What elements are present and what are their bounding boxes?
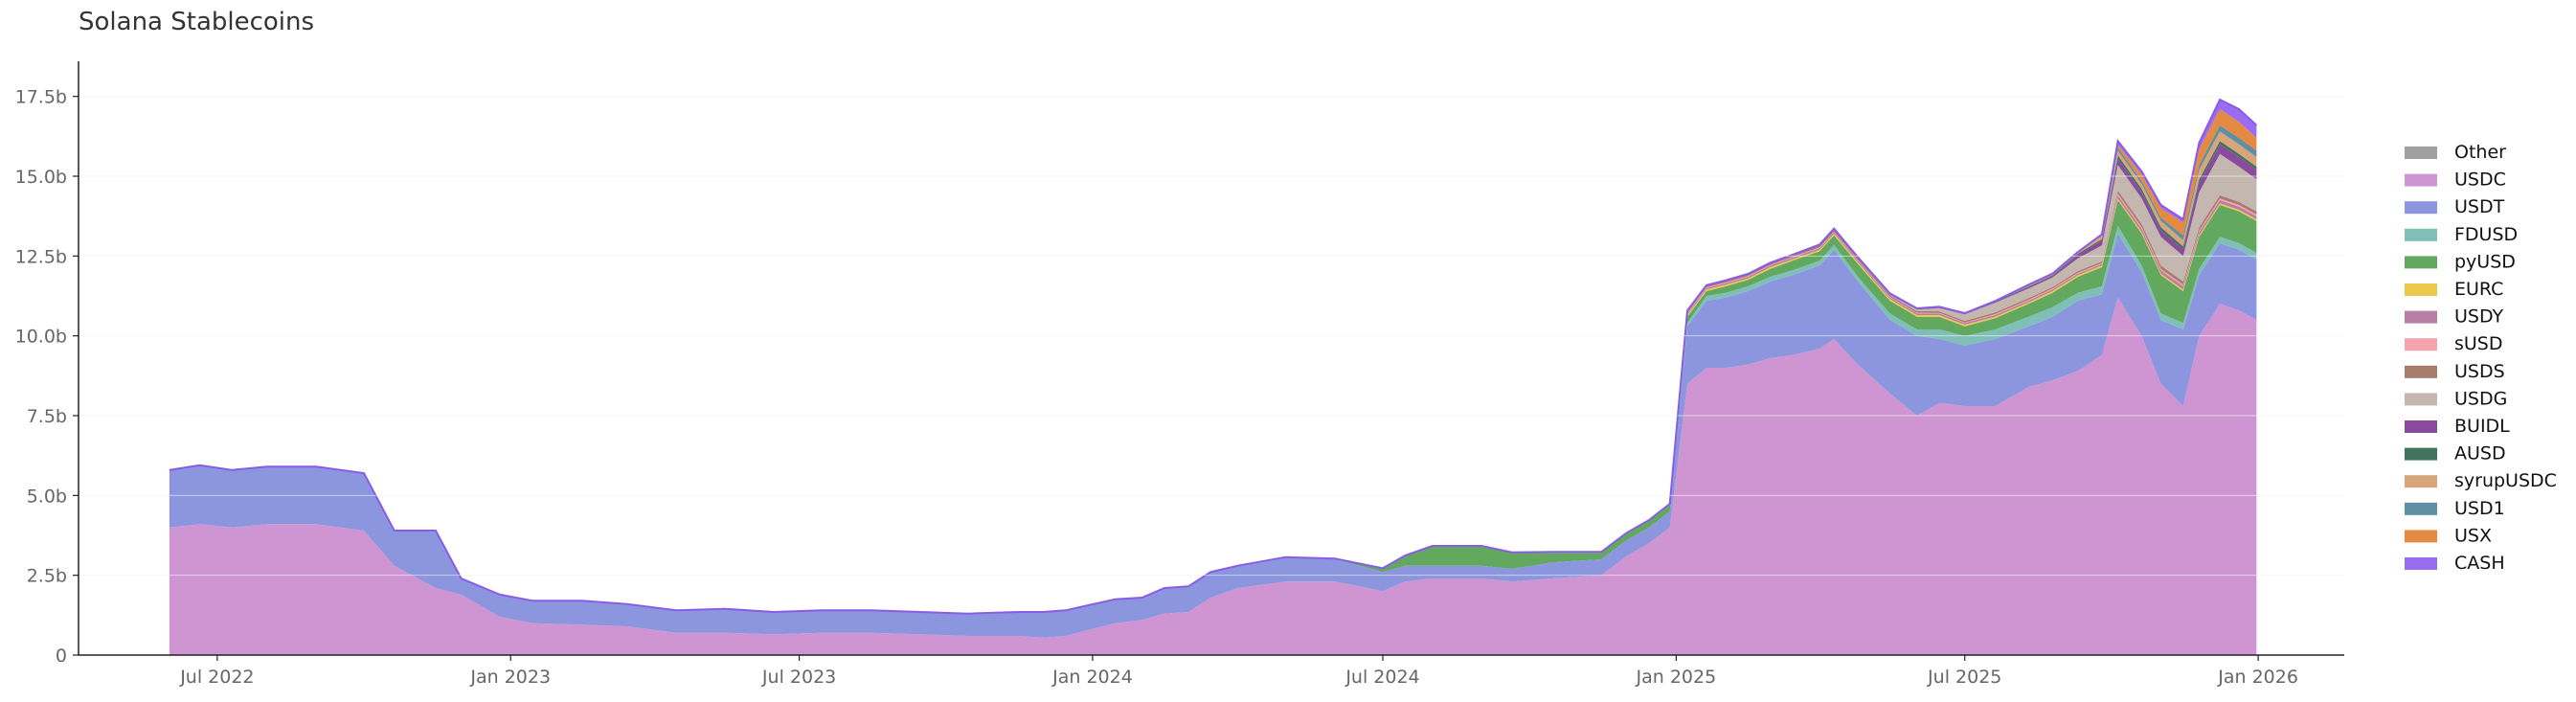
legend-swatch xyxy=(2405,475,2437,488)
legend-item-fdusd: FDUSD xyxy=(2405,224,2518,245)
legend-swatch xyxy=(2405,283,2437,296)
x-tick-label: Jul 2023 xyxy=(761,667,836,688)
legend-item-usx: USX xyxy=(2405,525,2492,546)
legend-label: syrupUSDC xyxy=(2454,470,2557,491)
legend-swatch xyxy=(2405,338,2437,351)
legend-label: FDUSD xyxy=(2454,224,2518,245)
y-tick-label: 0 xyxy=(56,645,67,667)
y-tick-label: 5.0b xyxy=(27,486,67,507)
legend-label: USDT xyxy=(2454,196,2505,217)
legend-swatch xyxy=(2405,310,2437,324)
x-tick-label: Jan 2026 xyxy=(2217,667,2298,688)
area-usdt xyxy=(169,234,2257,638)
area-series xyxy=(79,96,2344,655)
legend-swatch xyxy=(2405,502,2437,515)
legend-swatch xyxy=(2405,147,2437,159)
x-tick-label: Jan 2024 xyxy=(1051,667,1133,688)
legend-label: USX xyxy=(2454,525,2492,546)
axes: 0 2.5b 5.0b 7.5b 10.0b 12.5b 15.0b 17.5b Jul 202… xyxy=(15,61,2344,688)
legend-item-usds: USDS xyxy=(2405,361,2505,382)
legend-label: pyUSD xyxy=(2454,251,2516,272)
legend-item-syrupusdc: syrupUSDC xyxy=(2405,470,2557,491)
legend-swatch xyxy=(2405,420,2437,433)
legend-swatch xyxy=(2405,365,2437,378)
legend-label: sUSD xyxy=(2454,333,2503,354)
legend-label: BUIDL xyxy=(2454,416,2510,437)
legend-swatch xyxy=(2405,173,2437,187)
legend-item-cash: CASH xyxy=(2405,553,2505,574)
legend-label: USDG xyxy=(2454,388,2507,409)
legend-item-usdt: USDT xyxy=(2405,196,2505,217)
y-tick-label: 12.5b xyxy=(15,246,67,267)
legend-swatch xyxy=(2405,530,2437,543)
legend-item-usd1: USD1 xyxy=(2405,498,2505,519)
y-tick-label: 17.5b xyxy=(15,87,67,108)
y-tick-label: 2.5b xyxy=(27,566,67,587)
legend-item-other: Other xyxy=(2405,142,2506,163)
legend-label: Other xyxy=(2454,142,2506,163)
legend-item-eurc: EURC xyxy=(2405,279,2503,300)
legend-swatch xyxy=(2405,201,2437,215)
x-tick-label: Jul 2025 xyxy=(1927,667,2001,688)
y-tick-label: 7.5b xyxy=(27,406,67,427)
legend-item-usdg: USDG xyxy=(2405,388,2507,409)
legend-swatch xyxy=(2405,557,2437,570)
legend-label: USD1 xyxy=(2454,498,2505,519)
chart-title: Solana Stablecoins xyxy=(79,8,315,36)
x-tick-label: Jan 2025 xyxy=(1636,667,1717,688)
legend: Other USDC USDT FDUSD pyUSD EURC USDY sUSD USDS U… xyxy=(2405,142,2557,574)
legend-swatch xyxy=(2405,256,2437,269)
legend-item-usdc: USDC xyxy=(2405,170,2506,191)
legend-label: CASH xyxy=(2454,553,2505,574)
legend-label: USDY xyxy=(2454,306,2504,328)
legend-item-buidl: BUIDL xyxy=(2405,416,2510,437)
area-usdc xyxy=(169,297,2257,655)
legend-item-susd: sUSD xyxy=(2405,333,2503,354)
legend-item-pyusd: pyUSD xyxy=(2405,251,2516,272)
y-tick-label: 15.0b xyxy=(15,167,67,188)
legend-label: AUSD xyxy=(2454,443,2506,464)
y-tick-label: 10.0b xyxy=(15,327,67,348)
legend-swatch xyxy=(2405,228,2437,241)
legend-item-ausd: AUSD xyxy=(2405,443,2506,464)
legend-item-usdy: USDY xyxy=(2405,306,2504,328)
x-tick-label: Jul 2024 xyxy=(1344,667,1419,688)
legend-label: USDC xyxy=(2454,170,2506,191)
legend-label: EURC xyxy=(2454,279,2503,300)
x-tick-label: Jan 2023 xyxy=(469,667,551,688)
legend-label: USDS xyxy=(2454,361,2505,382)
total-outline xyxy=(169,98,2258,615)
legend-swatch xyxy=(2405,447,2437,461)
x-tick-label: Jul 2022 xyxy=(179,667,254,688)
legend-swatch xyxy=(2405,393,2437,406)
